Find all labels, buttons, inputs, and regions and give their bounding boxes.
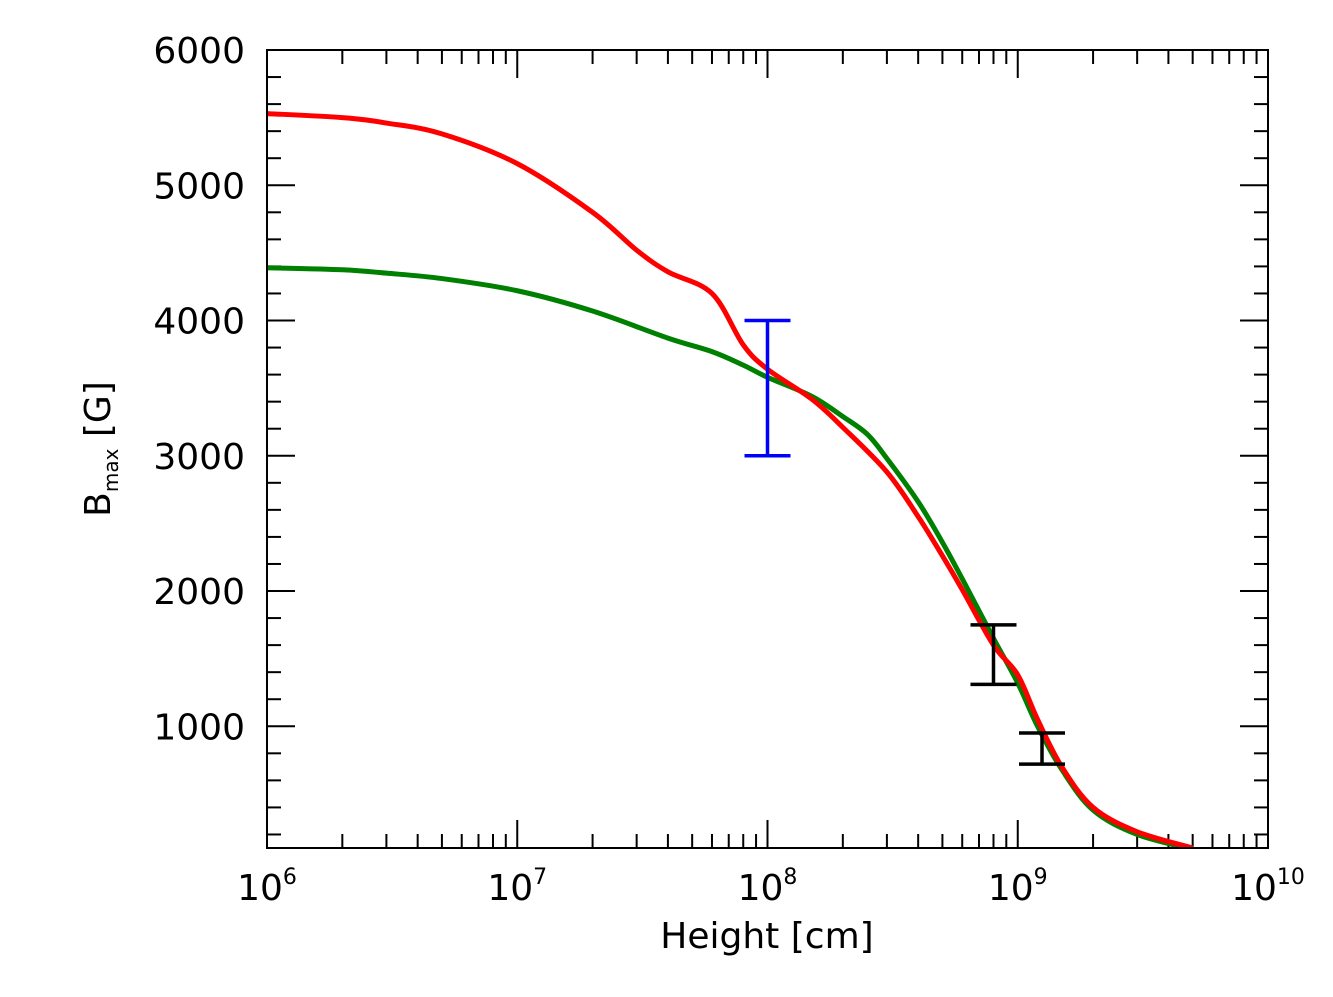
y-tick-labels: 1000 2000 3000 4000 5000 6000 <box>153 31 245 748</box>
x-tick-label: 107 <box>487 865 547 909</box>
y-tick-label: 5000 <box>153 166 245 207</box>
y-axis-title-main: B <box>78 492 119 517</box>
y-tick-label: 2000 <box>153 572 245 613</box>
y-axis-title: Bmax [G] <box>78 381 123 517</box>
series-line <box>267 111 1194 848</box>
y-axis-title-unit: [G] <box>78 381 119 437</box>
y-tick-label: 1000 <box>153 707 245 748</box>
error-bar <box>970 623 1017 687</box>
x-tick-label: 109 <box>988 865 1048 909</box>
y-tick-label: 3000 <box>153 437 245 478</box>
x-tick-label: 108 <box>738 865 798 909</box>
minor-ticks <box>267 50 1268 848</box>
series-line <box>267 265 1194 848</box>
series-layer <box>267 111 1194 848</box>
y-tick-label: 4000 <box>153 302 245 343</box>
error-bar <box>744 318 791 458</box>
x-tick-labels: 106 107 108 109 1010 <box>237 865 1305 909</box>
x-tick-label: 106 <box>237 865 297 909</box>
errorbar-layer <box>744 318 1066 766</box>
y-axis-title-subscript: max <box>99 448 123 492</box>
x-axis-title: Height [cm] <box>660 916 873 957</box>
plot-frame <box>266 49 1269 849</box>
y-tick-label: 6000 <box>153 31 245 72</box>
x-tick-label: 1010 <box>1231 865 1305 909</box>
error-bar <box>1019 731 1066 766</box>
y-axis-title-spacer <box>78 437 119 448</box>
